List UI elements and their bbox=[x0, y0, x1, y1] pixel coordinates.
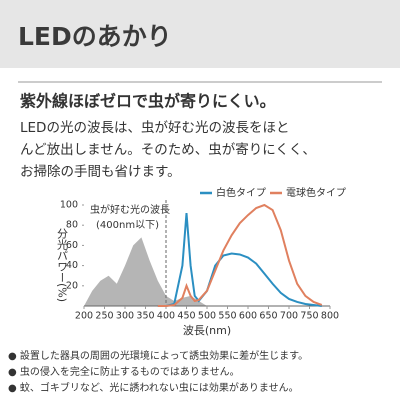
annotation: (400nm以下) bbox=[96, 220, 159, 231]
x-tick-label: 700 bbox=[280, 311, 298, 322]
y-tick-label: 40 bbox=[66, 260, 78, 271]
x-tick-label: 550 bbox=[218, 311, 236, 322]
note: ● 虫の侵入を完全に防止するものではありません。 bbox=[8, 365, 240, 378]
header-band bbox=[0, 0, 400, 68]
y-axis-label: 分光パワー(%) bbox=[56, 228, 69, 302]
note: ● 蚊、ゴキブリなど、光に誘われない虫には効果がありません。 bbox=[8, 381, 299, 394]
y-tick-label: 80 bbox=[66, 220, 78, 231]
x-tick-label: 750 bbox=[300, 311, 318, 322]
insect-area bbox=[84, 237, 207, 306]
annotation-box bbox=[86, 200, 172, 234]
legend-label: 白色タイプ bbox=[216, 186, 266, 199]
y-tick-label: 100 bbox=[60, 200, 78, 211]
x-tick-label: 450 bbox=[177, 311, 195, 322]
annotation: 虫が好む光の波長 bbox=[90, 203, 170, 216]
series-line bbox=[157, 213, 322, 307]
x-tick-label: 250 bbox=[95, 311, 113, 322]
body-line: お掃除の手間も省けます。 bbox=[20, 163, 181, 180]
x-tick-label: 400 bbox=[157, 311, 175, 322]
x-tick-label: 300 bbox=[116, 311, 134, 322]
x-tick-label: 600 bbox=[239, 311, 257, 322]
x-axis-label: 波長(nm) bbox=[183, 324, 231, 337]
x-tick-label: 350 bbox=[136, 311, 154, 322]
y-tick-label: 60 bbox=[66, 240, 78, 251]
heading: 紫外線ほぼゼロで虫が寄りにくい。 bbox=[20, 92, 276, 111]
x-tick-label: 200 bbox=[75, 311, 93, 322]
series-line bbox=[157, 203, 323, 307]
x-tick-label: 650 bbox=[259, 311, 277, 322]
header-title: LEDのあかり bbox=[18, 22, 172, 51]
y-tick-label: 20 bbox=[66, 280, 78, 291]
x-tick-label: 500 bbox=[198, 311, 216, 322]
body-line: LEDの光の波長は、虫が好む光の波長をほと bbox=[20, 120, 289, 136]
body-line: んど放出しません。そのため、虫が寄りにくく、 bbox=[20, 141, 316, 158]
x-tick-label: 800 bbox=[321, 311, 339, 322]
chart: 虫が好む光の波長 (400nm以下) 20 40 60 80 100 200 250 300 350… bbox=[56, 186, 347, 337]
note: ● 設置した器具の周囲の光環境によって誘虫効果に差が生じます。 bbox=[8, 349, 308, 362]
legend-label: 電球色タイプ bbox=[286, 186, 346, 199]
